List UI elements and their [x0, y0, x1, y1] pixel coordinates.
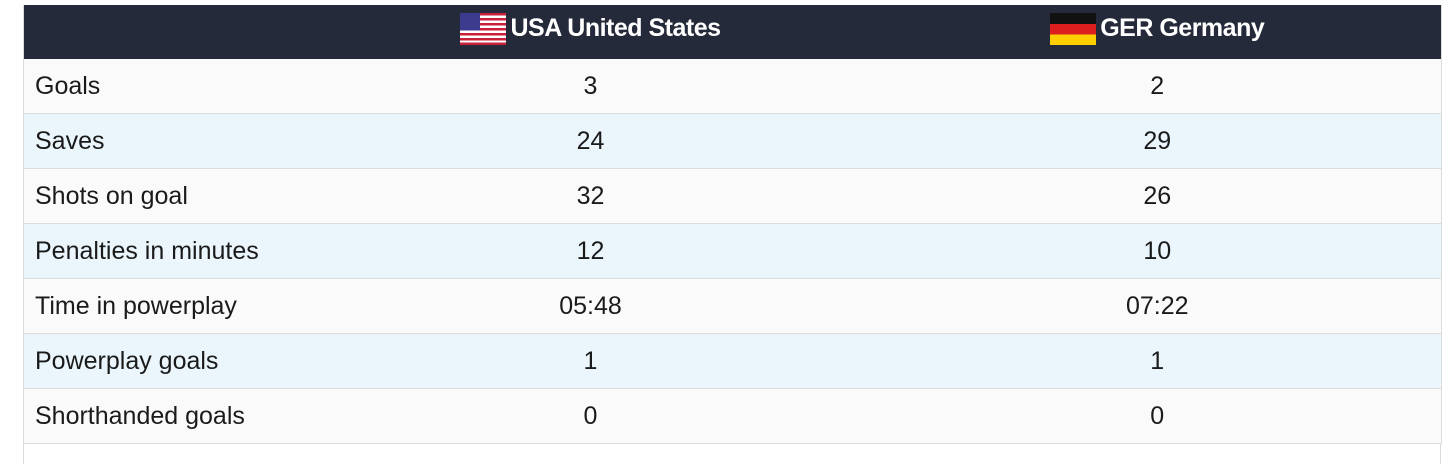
stat-label: Penalties in minutes [23, 223, 308, 279]
stat-label: Powerplay goals [23, 333, 308, 389]
stat-value: 10 [873, 223, 1442, 279]
stat-value: 1 [873, 333, 1442, 389]
team-header: GER Germany [873, 5, 1442, 59]
stat-row: Goals 3 2 [23, 59, 1442, 114]
stat-value: 24 [307, 113, 874, 169]
stat-row: Shorthanded goals 0 0 [23, 388, 1442, 444]
stat-value: 1 [307, 333, 874, 389]
ger-flag [1050, 12, 1097, 45]
stat-row: Time in powerplay 05:48 07:22 [23, 278, 1442, 334]
team-name: USA United States [510, 14, 721, 42]
stat-value: 07:22 [873, 278, 1442, 334]
stats-panel: USA United States GER Germany Goals 3 2 Sav… [23, 5, 1442, 464]
stat-value: 29 [873, 113, 1442, 169]
usa-flag [460, 12, 507, 45]
table-continuation [23, 444, 1441, 464]
table-body: Goals 3 2 Saves 24 29 Shots on goal 32 26 Penalti… [23, 59, 1442, 444]
header-blank [23, 5, 308, 59]
stat-label: Shorthanded goals [23, 388, 308, 444]
stat-row: Penalties in minutes 12 10 [23, 223, 1442, 279]
stat-label: Goals [23, 59, 308, 114]
stat-value: 12 [307, 223, 874, 279]
stat-label: Time in powerplay [23, 278, 308, 334]
stat-row: Powerplay goals 1 1 [23, 333, 1442, 389]
stats-table: USA United States GER Germany Goals 3 2 Sav… [23, 5, 1442, 444]
team-header: USA United States [307, 5, 874, 59]
header-row: USA United States GER Germany [23, 5, 1442, 59]
team-name: GER Germany [1100, 14, 1265, 42]
stat-value: 05:48 [307, 278, 874, 334]
stat-label: Saves [23, 113, 308, 169]
stat-value: 2 [873, 59, 1442, 114]
stat-value: 26 [873, 168, 1442, 224]
stat-value: 0 [873, 388, 1442, 444]
stat-label: Shots on goal [23, 168, 308, 224]
stat-row: Shots on goal 32 26 [23, 168, 1442, 224]
stat-value: 0 [307, 388, 874, 444]
stat-row: Saves 24 29 [23, 113, 1442, 169]
stat-value: 32 [307, 168, 874, 224]
stat-value: 3 [307, 59, 874, 114]
